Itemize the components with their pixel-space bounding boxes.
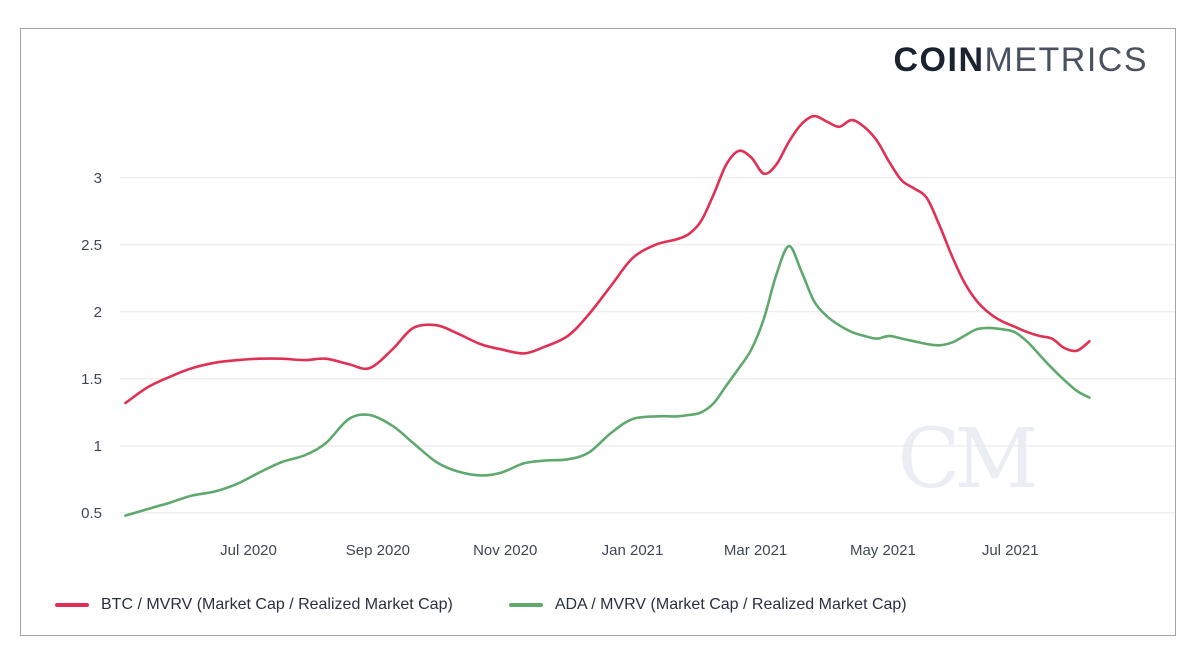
y-tick-label: 2: [94, 304, 102, 321]
legend-item-ada[interactable]: ADA / MVRV (Market Cap / Realized Market…: [508, 596, 907, 614]
x-tick-label: Sep 2020: [346, 542, 410, 559]
logo-metrics-text: METRICS: [984, 41, 1148, 79]
series-line-btc: [124, 114, 1091, 405]
legend-swatch-ada: [508, 603, 543, 607]
legend-label-ada: ADA / MVRV (Market Cap / Realized Market…: [554, 596, 907, 613]
x-tick-label: Jan 2021: [602, 542, 664, 559]
y-tick-label: 0.5: [81, 505, 102, 522]
legend-label-btc: BTC / MVRV (Market Cap / Realized Market…: [101, 596, 453, 613]
coinmetrics-logo: COINMETRICS: [894, 40, 1149, 80]
x-tick-label: Nov 2020: [473, 542, 537, 559]
legend-item-btc[interactable]: BTC / MVRV (Market Cap / Realized Market…: [55, 596, 453, 614]
y-tick-label: 2.5: [81, 237, 102, 254]
x-tick-label: May 2021: [850, 542, 916, 559]
x-tick-label: Jul 2020: [220, 542, 277, 559]
y-tick-label: 1: [94, 438, 102, 455]
y-tick-label: 1.5: [81, 371, 102, 388]
x-tick-label: Jul 2021: [982, 542, 1039, 559]
series-line-ada: [124, 244, 1091, 517]
y-tick-label: 3: [94, 170, 102, 187]
logo-coin-text: COIN: [893, 41, 985, 79]
mvrv-line-chart[interactable]: CM 0.5 1 1.5 2 2.5 3 Jul 2020 Sep 2020 Nov 2020 J…: [30, 75, 1180, 575]
x-tick-label: Mar 2021: [724, 542, 787, 559]
cm-watermark: CM: [898, 412, 1035, 507]
chart-legend: BTC / MVRV (Market Cap / Realized Market…: [55, 596, 907, 614]
legend-swatch-btc: [55, 603, 89, 607]
